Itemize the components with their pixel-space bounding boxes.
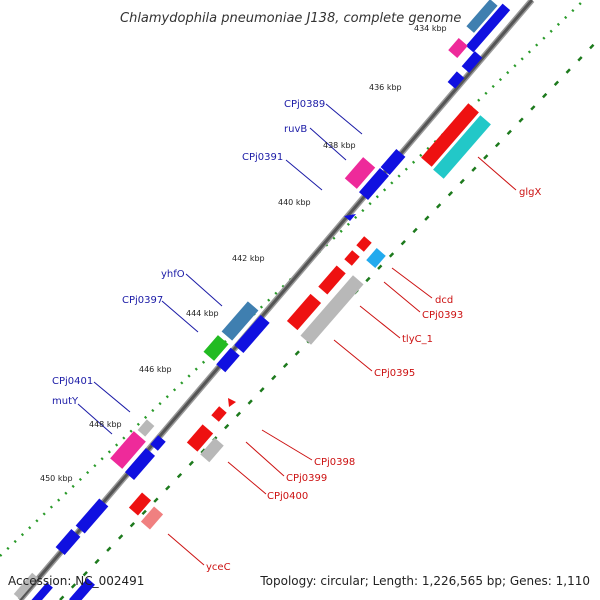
feature-tlyc-gray[interactable] <box>300 275 364 345</box>
gene-label-cpj0398[interactable]: CPj0398 <box>314 457 355 468</box>
reverse-strand-features <box>69 103 491 600</box>
feature-cpj0393-red[interactable] <box>344 250 360 266</box>
gene-label-cpj0395[interactable]: CPj0395 <box>374 368 415 379</box>
tick-label: 434 kbp <box>414 24 447 33</box>
gene-label-cpj0400[interactable]: CPj0400 <box>267 491 308 502</box>
feature-cpj0395-red[interactable] <box>286 293 322 331</box>
forward-strand-features <box>13 0 511 600</box>
tick-label: 448 kbp <box>89 420 122 429</box>
feature-yceC-red[interactable] <box>128 492 152 516</box>
feature-steelblue-top[interactable] <box>466 0 498 33</box>
reverse-gene-labels: glgX dcd CPj0393 tlyC_1 CPj0395 CPj0398 … <box>206 187 541 573</box>
feature-cpj0391-blue[interactable] <box>380 149 406 175</box>
feature-blue-448b[interactable] <box>150 435 166 451</box>
tick-label: 436 kbp <box>369 83 402 92</box>
feature-cpj0398-arrow[interactable] <box>228 398 236 407</box>
feature-blue-top-tiny[interactable] <box>447 71 465 89</box>
tick-label: 438 kbp <box>323 141 356 150</box>
feature-cpj0400-gray[interactable] <box>200 437 224 463</box>
gene-label-cpj0397[interactable]: CPj0397 <box>122 295 163 306</box>
feature-dcd-blue[interactable] <box>366 248 386 268</box>
dotted-ring-outer <box>0 0 585 557</box>
gene-label-ycec[interactable]: yceC <box>206 562 231 573</box>
dotted-ring-inner <box>59 37 600 600</box>
feature-yceC-lightred[interactable] <box>140 506 164 530</box>
feature-cpj0391-arrow[interactable] <box>344 214 356 221</box>
map-title: Chlamydophila pneumoniae J138, complete … <box>120 11 461 26</box>
feature-cpj0399-red[interactable] <box>186 424 214 452</box>
feature-tlyc-red[interactable] <box>318 265 346 295</box>
tick-labels: 434 kbp 436 kbp 438 kbp 440 kbp 442 kbp … <box>40 24 447 483</box>
tick-label: 442 kbp <box>232 254 265 263</box>
feature-blue-444b[interactable] <box>216 347 240 373</box>
gene-label-cpj0391[interactable]: CPj0391 <box>242 152 283 163</box>
feature-glgx-red[interactable] <box>421 103 479 167</box>
feature-cpj0401-pink[interactable] <box>110 431 146 469</box>
tick-label: 440 kbp <box>278 198 311 207</box>
feature-glgx-cyan[interactable] <box>433 115 491 179</box>
label-leaders <box>77 103 517 566</box>
tick-label: 444 kbp <box>186 309 219 318</box>
feature-blue-bottom-right[interactable] <box>69 578 95 600</box>
gene-label-cpj0401[interactable]: CPj0401 <box>52 376 93 387</box>
feature-yhfo-steelblue[interactable] <box>221 301 259 341</box>
feature-pink-top[interactable] <box>448 38 468 58</box>
forward-gene-labels: CPj0389 ruvB CPj0391 yhfO CPj0397 CPj040… <box>52 99 325 407</box>
gene-label-dcd[interactable]: dcd <box>435 295 453 306</box>
feature-blue-444a[interactable] <box>234 314 270 354</box>
feature-ruvb-blue[interactable] <box>358 167 390 201</box>
tick-label: 446 kbp <box>139 365 172 374</box>
feature-blue-top-small[interactable] <box>461 51 483 73</box>
genome-backbone-core <box>18 0 534 600</box>
feature-gray-448[interactable] <box>137 419 155 437</box>
accession-text: Accession: NC_002491 <box>8 574 144 588</box>
gene-label-tlyc1[interactable]: tlyC_1 <box>402 334 433 345</box>
gene-label-cpj0389[interactable]: CPj0389 <box>284 99 325 110</box>
feature-ruvb-pink[interactable] <box>344 157 376 189</box>
feature-cpj0389[interactable] <box>465 3 511 53</box>
gene-label-cpj0399[interactable]: CPj0399 <box>286 473 327 484</box>
gene-label-cpj0393[interactable]: CPj0393 <box>422 310 463 321</box>
feature-gray-bottom[interactable] <box>13 572 39 600</box>
gene-label-yhfo[interactable]: yhfO <box>161 269 185 280</box>
feature-blue-450b[interactable] <box>55 529 81 555</box>
feature-cpj0397-green[interactable] <box>203 335 229 361</box>
feature-dcd-red[interactable] <box>356 236 372 252</box>
gene-label-muty[interactable]: mutY <box>52 396 79 407</box>
feature-blue-450a[interactable] <box>75 498 109 534</box>
feature-blue-448a[interactable] <box>124 447 156 481</box>
gene-label-ruvb[interactable]: ruvB <box>284 124 307 135</box>
gene-label-glgx[interactable]: glgX <box>519 187 541 198</box>
feature-cpj0398-red-a[interactable] <box>211 406 227 422</box>
topology-summary: Topology: circular; Length: 1,226,565 bp… <box>259 574 590 588</box>
tick-label: 450 kbp <box>40 474 73 483</box>
